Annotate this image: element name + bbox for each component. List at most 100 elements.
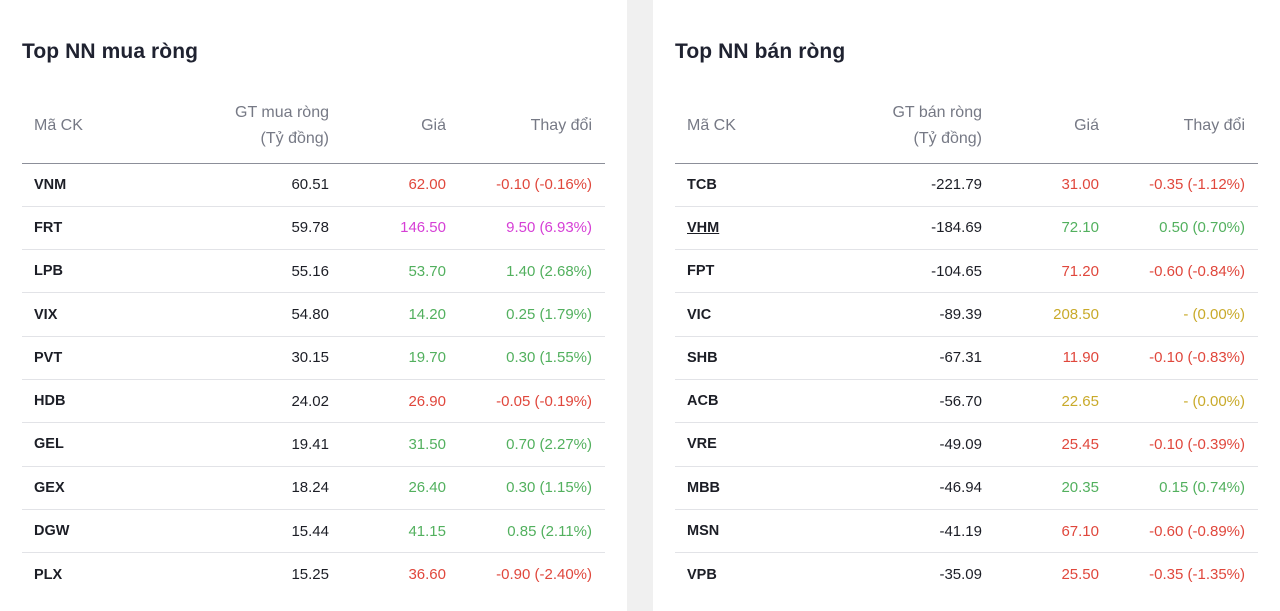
stock-code[interactable]: GEL bbox=[22, 422, 132, 467]
col-header-code: Mã CK bbox=[22, 90, 132, 164]
price-change: -0.10 (-0.83%) bbox=[1099, 336, 1258, 380]
table-row[interactable]: ACB -56.70 22.65- (0.00%) bbox=[675, 379, 1258, 424]
table-row[interactable]: PLX 15.25 36.60 -0.90 (-2.40%) bbox=[22, 553, 605, 596]
price: 26.90 bbox=[329, 379, 446, 424]
price: 41.15 bbox=[329, 509, 446, 554]
price-change: 0.85 (2.11%) bbox=[446, 509, 605, 554]
table-row[interactable]: LPB 55.16 53.70 1.40 (2.68%) bbox=[22, 249, 605, 294]
stock-code[interactable]: HDB bbox=[22, 379, 132, 424]
stock-code[interactable]: MSN bbox=[675, 509, 785, 554]
price: 25.50 bbox=[1061, 566, 1099, 584]
stock-code[interactable]: VIC bbox=[675, 292, 785, 337]
net-sell-rows: TCB -221.79 31.00 -0.35 (-1.12%) VHM -184.69 7… bbox=[675, 163, 1258, 596]
price-change: 0.30 (1.55%) bbox=[446, 336, 605, 380]
price: 20.35 bbox=[982, 466, 1099, 510]
table-row[interactable]: TCB -221.79 31.00 -0.35 (-1.12%) bbox=[675, 163, 1258, 207]
price-change: 9.50 (6.93%) bbox=[446, 206, 605, 251]
stock-code[interactable]: VPB bbox=[687, 566, 717, 583]
table-row[interactable]: HDB 24.02 26.90 -0.05 (-0.19%) bbox=[22, 379, 605, 424]
stock-code[interactable]: VRE bbox=[675, 422, 785, 467]
table-row[interactable]: GEL 19.41 31.50 0.70 (2.27%) bbox=[22, 422, 605, 467]
price-change: 1.40 (2.68%) bbox=[446, 249, 605, 294]
stock-code[interactable]: SHB bbox=[675, 336, 785, 380]
table-row[interactable]: VIC -89.39 208.50- (0.00%) bbox=[675, 292, 1258, 337]
net-value: -41.19 bbox=[785, 509, 982, 554]
price-change: -0.60 (-0.89%) bbox=[1099, 509, 1258, 554]
net-value: -104.65 bbox=[785, 249, 982, 294]
col-header-value-line2: (Tỷ đồng) bbox=[913, 130, 982, 148]
stock-code[interactable]: PVT bbox=[22, 336, 132, 380]
price-change: -0.60 (-0.84%) bbox=[1099, 249, 1258, 294]
col-header-value: GT mua ròng (Tỷ đồng) bbox=[132, 90, 329, 164]
table-row[interactable]: GEX 18.24 26.40 0.30 (1.15%) bbox=[22, 466, 605, 510]
table-row[interactable]: MBB -46.94 20.35 0.15 (0.74%) bbox=[675, 466, 1258, 510]
col-header-change: Thay đổi bbox=[1099, 90, 1258, 164]
price: 11.90 bbox=[982, 336, 1099, 380]
stock-code[interactable]: FPT bbox=[675, 249, 785, 294]
price-change: 0.70 (2.27%) bbox=[446, 422, 605, 467]
price: 26.40 bbox=[329, 466, 446, 510]
net-value: 19.41 bbox=[132, 422, 329, 467]
net-buy-table: Mã CK GT mua ròng (Tỷ đồng) Giá Thay đổi … bbox=[22, 90, 605, 596]
table-row[interactable]: MSN -41.19 67.10 -0.60 (-0.89%) bbox=[675, 509, 1258, 554]
table-row[interactable]: PVT 30.15 19.70 0.30 (1.55%) bbox=[22, 336, 605, 380]
net-value: 24.02 bbox=[132, 379, 329, 424]
net-buy-title: Top NN mua ròng bbox=[22, 40, 199, 63]
col-header-value: GT bán ròng (Tỷ đồng) bbox=[785, 90, 982, 164]
table-row[interactable]: SHB -67.31 11.90 -0.10 (-0.83%) bbox=[675, 336, 1258, 380]
table-row[interactable]: DGW 15.44 41.15 0.85 (2.11%) bbox=[22, 509, 605, 554]
price: 208.50 bbox=[982, 292, 1099, 337]
table-row[interactable]: VIX 54.80 14.20 0.25 (1.79%) bbox=[22, 292, 605, 337]
stock-code[interactable]: PLX bbox=[34, 566, 63, 583]
price: 31.00 bbox=[982, 163, 1099, 207]
price-change: -0.05 (-0.19%) bbox=[446, 379, 605, 424]
stock-code[interactable]: GEX bbox=[22, 466, 132, 510]
col-header-value-line2: (Tỷ đồng) bbox=[260, 130, 329, 148]
net-value: 55.16 bbox=[132, 249, 329, 294]
stock-code[interactable]: MBB bbox=[675, 466, 785, 510]
table-row[interactable]: VRE -49.09 25.45 -0.10 (-0.39%) bbox=[675, 422, 1258, 467]
stock-code[interactable]: VNM bbox=[22, 163, 132, 207]
price-change: 0.30 (1.15%) bbox=[446, 466, 605, 510]
price: 62.00 bbox=[329, 163, 446, 207]
price-change: -0.35 (-1.35%) bbox=[1149, 566, 1245, 584]
net-sell-panel: Top NN bán ròng Mã CK GT bán ròng (Tỷ đồn… bbox=[653, 0, 1280, 611]
net-value: -56.70 bbox=[785, 379, 982, 424]
stock-code[interactable]: LPB bbox=[22, 249, 132, 294]
col-header-price: Giá bbox=[982, 90, 1099, 164]
net-value: 15.44 bbox=[132, 509, 329, 554]
price: 14.20 bbox=[329, 292, 446, 337]
table-row[interactable]: FRT 59.78 146.50 9.50 (6.93%) bbox=[22, 206, 605, 251]
stock-code[interactable]: FRT bbox=[22, 206, 132, 251]
net-value: 30.15 bbox=[132, 336, 329, 380]
net-buy-panel: Top NN mua ròng Mã CK GT mua ròng (Tỷ đồn… bbox=[0, 0, 627, 611]
table-row[interactable]: FPT -104.65 71.20 -0.60 (-0.84%) bbox=[675, 249, 1258, 294]
price-change: - (0.00%) bbox=[1099, 379, 1258, 424]
price-change: -0.90 (-2.40%) bbox=[496, 566, 592, 584]
price: 31.50 bbox=[329, 422, 446, 467]
net-value: -49.09 bbox=[785, 422, 982, 467]
net-value: -89.39 bbox=[785, 292, 982, 337]
table-header-row: Mã CK GT mua ròng (Tỷ đồng) Giá Thay đổi bbox=[22, 90, 605, 164]
price: 72.10 bbox=[982, 206, 1099, 251]
net-value: 15.25 bbox=[291, 566, 329, 584]
stock-code[interactable]: DGW bbox=[22, 509, 132, 554]
stock-code[interactable]: TCB bbox=[675, 163, 785, 207]
stock-code[interactable]: VIX bbox=[22, 292, 132, 337]
table-row[interactable]: VPB -35.09 25.50 -0.35 (-1.35%) bbox=[675, 553, 1258, 596]
price-change: - (0.00%) bbox=[1099, 292, 1258, 337]
price-change: 0.50 (0.70%) bbox=[1099, 206, 1258, 251]
price-change: -0.35 (-1.12%) bbox=[1099, 163, 1258, 207]
table-header-row: Mã CK GT bán ròng (Tỷ đồng) Giá Thay đổi bbox=[675, 90, 1258, 164]
table-row[interactable]: VHM -184.69 72.10 0.50 (0.70%) bbox=[675, 206, 1258, 251]
price-change: -0.10 (-0.39%) bbox=[1099, 422, 1258, 467]
price-change: 0.25 (1.79%) bbox=[446, 292, 605, 337]
net-sell-table: Mã CK GT bán ròng (Tỷ đồng) Giá Thay đổi … bbox=[675, 90, 1258, 596]
col-header-change: Thay đổi bbox=[446, 90, 605, 164]
net-value: 54.80 bbox=[132, 292, 329, 337]
stock-code[interactable]: ACB bbox=[675, 379, 785, 424]
stock-code[interactable]: VHM bbox=[675, 206, 785, 251]
net-value: -46.94 bbox=[785, 466, 982, 510]
table-row[interactable]: VNM 60.51 62.00 -0.10 (-0.16%) bbox=[22, 163, 605, 207]
